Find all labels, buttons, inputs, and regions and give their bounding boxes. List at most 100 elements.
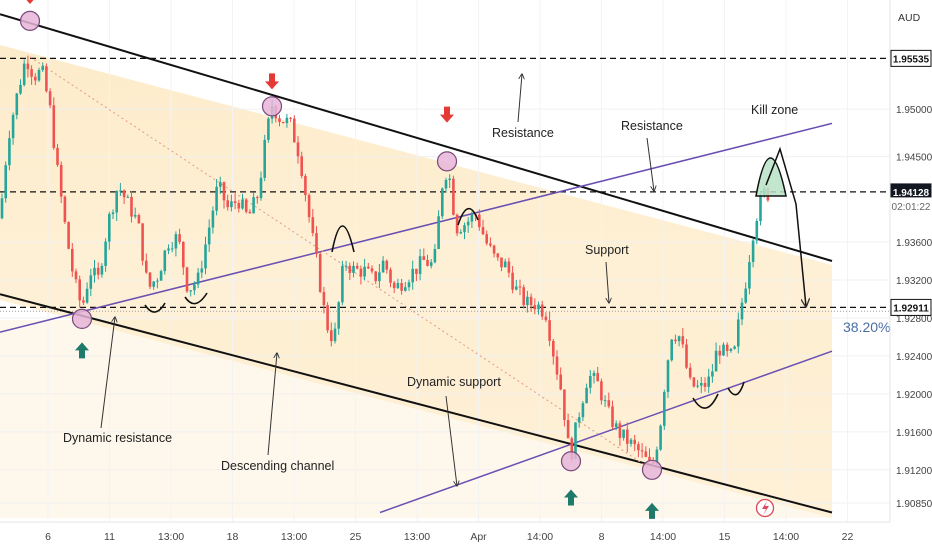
candle-body	[74, 271, 78, 280]
pointer-descending-channel	[267, 353, 277, 456]
candle-body	[196, 272, 200, 285]
bottom-circle	[641, 459, 663, 480]
resistance-label-2: Resistance	[621, 119, 683, 133]
candle-body	[56, 147, 59, 165]
candle-body	[592, 372, 596, 376]
candle-body	[515, 286, 518, 290]
candle-body	[478, 214, 481, 228]
resistance-label-1: Resistance	[492, 126, 554, 140]
candle-body	[637, 444, 640, 451]
price-tick-label: 1.92400	[896, 352, 932, 363]
candle-body	[152, 281, 155, 287]
candle-body	[574, 422, 577, 459]
candle-body	[448, 178, 451, 180]
candle-body	[437, 216, 440, 250]
pointer-dynamic-resistance	[100, 317, 115, 429]
candle-body	[404, 287, 407, 291]
candle-body	[455, 214, 459, 234]
candle-body	[311, 217, 315, 234]
candle-body	[222, 182, 226, 201]
candle-body	[507, 261, 511, 273]
price-badge-label: 1.92911	[893, 303, 929, 314]
candle-body	[725, 344, 729, 352]
candle-body	[167, 248, 170, 251]
touch-curve	[727, 381, 745, 396]
candle-body	[426, 259, 429, 266]
candle-body	[429, 262, 433, 266]
candle-body	[707, 376, 710, 387]
candle-body	[159, 271, 163, 281]
candle-body	[141, 223, 144, 261]
trend-line-descending-channel-lower	[0, 293, 833, 514]
candle-body	[37, 70, 41, 81]
candle-body	[670, 339, 673, 361]
candle-body	[174, 234, 178, 249]
candle-body	[566, 420, 570, 439]
candle-body	[540, 304, 544, 317]
candle-body	[559, 374, 562, 390]
candle-body	[396, 283, 400, 289]
candle-body	[189, 290, 192, 292]
candle-body	[444, 179, 448, 189]
touch-curve	[331, 225, 355, 253]
candle-body	[596, 372, 599, 382]
candle-body	[407, 282, 411, 288]
time-tick-label: 6	[45, 531, 51, 543]
candle-body	[296, 142, 300, 157]
candle-body	[204, 244, 207, 269]
candle-body	[585, 387, 588, 404]
candle-body	[370, 268, 374, 272]
price-badge-box	[890, 49, 932, 67]
touch-curve	[692, 393, 719, 409]
candle-body	[677, 336, 681, 342]
candle-body	[640, 450, 644, 452]
candle-body	[333, 328, 337, 342]
time-tick-label: 14:00	[527, 531, 553, 543]
price-badge-label: 1.95535	[893, 54, 930, 65]
candle-body	[19, 84, 22, 94]
candle-body	[522, 287, 525, 306]
candle-body	[259, 177, 263, 199]
candle-body	[555, 356, 559, 375]
candle-body	[211, 210, 215, 228]
candle-body	[71, 248, 74, 272]
candle-body	[466, 221, 470, 226]
candle-body	[348, 265, 352, 273]
price-axis[interactable]: AUD 1.950001.945001.936001.932001.928001…	[889, 0, 932, 550]
candle-body	[744, 288, 747, 303]
price-badge-label: 02:01:22	[892, 202, 931, 213]
candle-body	[663, 391, 666, 426]
candle-body	[385, 260, 389, 270]
candle-body	[200, 268, 204, 273]
candle-body	[614, 423, 618, 427]
candle-body	[748, 262, 751, 289]
candle-body	[52, 105, 56, 148]
candle-body	[463, 225, 466, 233]
candle-body	[581, 403, 585, 418]
candle-body	[8, 138, 11, 166]
candle-body	[563, 389, 566, 421]
candle-body	[415, 268, 418, 274]
candle-body	[85, 288, 89, 303]
annotation-pointers	[100, 74, 654, 486]
candle-body	[470, 214, 474, 222]
candle-body	[281, 122, 285, 124]
candle-body	[459, 232, 463, 234]
candle-body	[389, 269, 392, 283]
price-tick-label: 1.92000	[896, 390, 932, 401]
candle-body	[126, 196, 130, 198]
candle-body	[452, 178, 455, 215]
lightning-icon[interactable]	[755, 498, 775, 518]
candle-body	[681, 336, 685, 345]
candle-body	[337, 302, 340, 329]
time-tick-label: 15	[719, 531, 731, 543]
candle-body	[703, 382, 707, 387]
time-axis[interactable]: 6 11 13:00 18 13:00 25 13:00 Apr 14:00 8 14:00 15 14…	[0, 521, 890, 550]
candle-body	[67, 222, 70, 249]
candle-body	[759, 195, 762, 221]
candle-body	[518, 286, 522, 288]
dynamic-resistance-label: Dynamic resistance	[63, 431, 172, 445]
trend-lines	[0, 13, 833, 514]
time-tick-label: 25	[350, 531, 362, 543]
